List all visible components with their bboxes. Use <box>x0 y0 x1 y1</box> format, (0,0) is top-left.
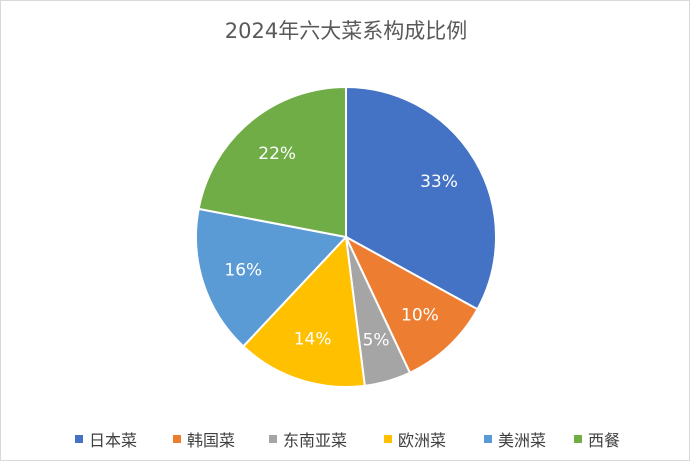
legend-swatch-3 <box>269 435 277 443</box>
legend-swatch-2 <box>173 435 181 443</box>
legend: 日本菜 韩国菜 东南亚菜 欧洲菜 美洲菜 西餐 <box>1 427 689 451</box>
legend-swatch-4 <box>384 435 392 443</box>
legend-swatch-5 <box>484 435 492 443</box>
data-label-6: 22% <box>258 144 296 164</box>
chart-title: 2024年六大菜系构成比例 <box>224 19 468 43</box>
legend-label-1: 日本菜 <box>89 431 138 450</box>
pie-slice-6 <box>197 85 347 239</box>
legend-label-5: 美洲菜 <box>498 431 547 450</box>
legend-item-4: 欧洲菜 <box>384 427 446 451</box>
legend-label-2: 韩国菜 <box>187 431 236 450</box>
legend-swatch-6 <box>574 435 582 443</box>
data-label-1: 33% <box>420 172 458 192</box>
legend-item-1: 日本菜 <box>75 427 137 451</box>
pie-slice-2 <box>343 234 479 375</box>
data-label-2: 10% <box>401 306 439 326</box>
data-label-4: 14% <box>294 330 332 350</box>
legend-label-4: 欧洲菜 <box>398 431 447 450</box>
legend-item-2: 韩国菜 <box>173 427 235 451</box>
pie-slice-4 <box>241 234 366 388</box>
pie-slice-5 <box>195 207 348 348</box>
legend-swatch-1 <box>75 435 83 443</box>
data-label-3: 5% <box>363 331 390 351</box>
legend-item-6: 西餐 <box>574 427 620 451</box>
legend-label-3: 东南亚菜 <box>283 431 348 450</box>
data-label-5: 16% <box>224 260 262 280</box>
legend-item-5: 美洲菜 <box>484 427 546 451</box>
legend-item-3: 东南亚菜 <box>269 427 347 451</box>
legend-label-6: 西餐 <box>588 431 621 450</box>
pie-slice-1 <box>345 85 497 311</box>
